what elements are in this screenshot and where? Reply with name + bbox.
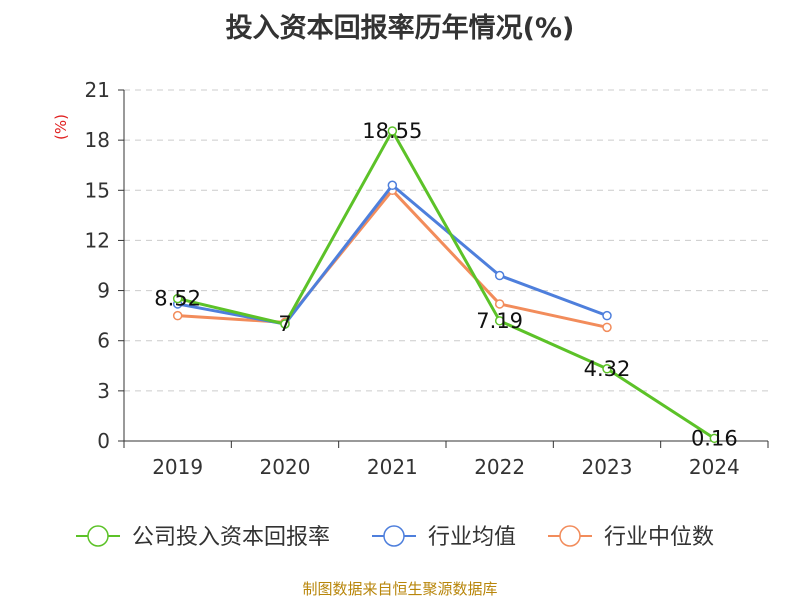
y-ticks: 0 3 6 9 12 15 18 21: [85, 78, 124, 453]
x-tick-label: 2021: [367, 455, 418, 479]
axes: [123, 90, 768, 442]
y-tick-label: 18: [85, 128, 110, 152]
grid-lines: [124, 89, 768, 392]
legend-item: 行业均值: [372, 525, 516, 550]
data-label: 18.55: [362, 119, 422, 143]
x-tick-label: 2023: [582, 455, 633, 479]
x-tick-label: 2019: [152, 455, 203, 479]
data-label: 7.19: [476, 309, 523, 333]
source-note: 制图数据来自恒生聚源数据库: [302, 580, 498, 598]
series-1: [172, 180, 612, 329]
data-point: [387, 180, 398, 191]
legend-marker: [87, 525, 109, 547]
data-label: 8.52: [154, 287, 201, 311]
y-tick-label: 0: [97, 429, 110, 453]
legend-label: 行业均值: [428, 525, 516, 550]
series-line: [177, 188, 608, 329]
series-line: [177, 183, 608, 326]
data-point: [387, 126, 398, 136]
legend-marker: [559, 525, 581, 547]
x-ticks: 2019 2020 2021 2022 2023 2024: [123, 441, 769, 479]
x-tick-label: 2020: [260, 455, 311, 479]
data-point: [602, 364, 612, 374]
data-point: [494, 299, 505, 309]
data-point: [494, 270, 505, 281]
series-line: [177, 129, 716, 440]
data-point: [602, 310, 612, 321]
x-tick-label: 2022: [474, 455, 525, 479]
legend-marker: [383, 525, 405, 547]
data-label: 7: [278, 312, 291, 336]
series-0: [172, 126, 720, 444]
data-point: [494, 316, 505, 326]
x-tick-label: 2024: [689, 455, 740, 479]
y-tick-label: 3: [97, 379, 110, 403]
data-point: [602, 322, 612, 333]
y-tick-label: 12: [85, 228, 110, 252]
y-tick-label: 9: [97, 279, 110, 303]
data-labels: 8.52 7 18.55 7.19 4.32 0.16: [154, 119, 737, 450]
line-chart: (%) 0 3 6 9 12 15 18 21 2019 2020 2021 2022 2023 202…: [52, 78, 769, 550]
legend: 公司投入资本回报率 行业均值 行业中位数: [76, 525, 714, 550]
chart-title: 投入资本回报率历年情况(%): [225, 13, 575, 44]
legend-item: 行业中位数: [548, 525, 714, 550]
legend-label: 行业中位数: [604, 525, 714, 550]
data-label: 0.16: [691, 426, 738, 450]
y-tick-label: 21: [85, 78, 110, 102]
y-tick-label: 15: [85, 178, 110, 202]
data-point: [709, 433, 720, 444]
data-point: [172, 310, 183, 321]
legend-label: 公司投入资本回报率: [132, 525, 330, 550]
data-point: [172, 293, 183, 304]
data-point: [280, 319, 290, 329]
y-axis-label: (%): [52, 114, 70, 140]
data-label: 4.32: [584, 357, 631, 381]
series-2: [172, 185, 612, 333]
series: [172, 126, 720, 444]
legend-item: 公司投入资本回报率: [76, 525, 330, 550]
y-tick-label: 6: [97, 329, 110, 353]
